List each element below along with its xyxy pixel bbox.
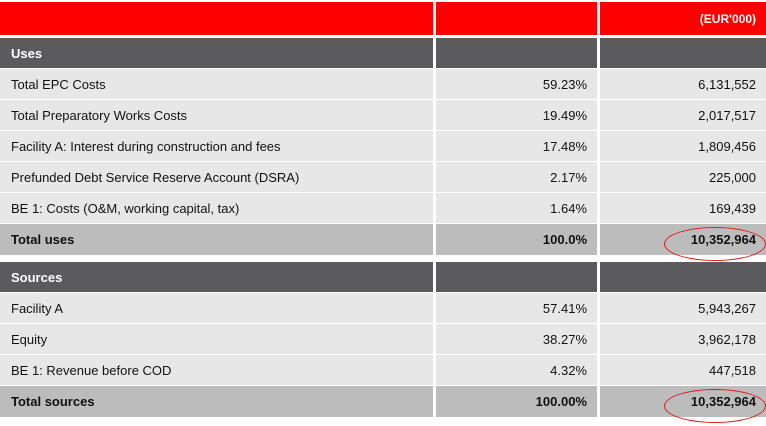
row-value: 447,518 <box>600 355 766 386</box>
total-pct: 100.00% <box>436 386 597 417</box>
row-pct: 1.64% <box>436 193 597 224</box>
row-label: Total EPC Costs <box>0 69 433 100</box>
uses-section-header: Uses <box>0 38 766 68</box>
row-value: 3,962,178 <box>600 324 766 355</box>
row-value: 5,943,267 <box>600 293 766 324</box>
row-pct: 17.48% <box>436 131 597 162</box>
row-pct: 38.27% <box>436 324 597 355</box>
table-row: BE 1: Revenue before COD 4.32% 447,518 <box>0 355 766 386</box>
row-pct: 4.32% <box>436 355 597 386</box>
row-pct: 19.49% <box>436 100 597 131</box>
sources-section-header: Sources <box>0 262 766 292</box>
row-label: Total Preparatory Works Costs <box>0 100 433 131</box>
table-row: Total Preparatory Works Costs 19.49% 2,0… <box>0 100 766 131</box>
table-row: Facility A: Interest during construction… <box>0 131 766 162</box>
total-label: Total uses <box>0 224 433 255</box>
header-cell-currency: (EUR'000) <box>600 2 766 35</box>
total-uses-row: Total uses 100.0% 10,352,964 <box>0 224 766 255</box>
row-label: Equity <box>0 324 433 355</box>
total-sources-row: Total sources 100.00% 10,352,964 <box>0 386 766 417</box>
table-row: Equity 38.27% 3,962,178 <box>0 324 766 355</box>
total-pct: 100.0% <box>436 224 597 255</box>
row-value: 6,131,552 <box>600 69 766 100</box>
row-pct: 2.17% <box>436 162 597 193</box>
row-label: BE 1: Revenue before COD <box>0 355 433 386</box>
row-value: 169,439 <box>600 193 766 224</box>
table-header: (EUR'000) <box>0 2 766 35</box>
row-value: 1,809,456 <box>600 131 766 162</box>
section-title: Uses <box>0 38 433 68</box>
row-label: Prefunded Debt Service Reserve Account (… <box>0 162 433 193</box>
total-label: Total sources <box>0 386 433 417</box>
section-title: Sources <box>0 262 433 292</box>
row-value: 225,000 <box>600 162 766 193</box>
table-row: BE 1: Costs (O&M, working capital, tax) … <box>0 193 766 224</box>
header-cell-label <box>0 2 433 35</box>
row-label: Facility A: Interest during construction… <box>0 131 433 162</box>
row-label: BE 1: Costs (O&M, working capital, tax) <box>0 193 433 224</box>
table-row: Facility A 57.41% 5,943,267 <box>0 293 766 324</box>
row-pct: 57.41% <box>436 293 597 324</box>
row-value: 2,017,517 <box>600 100 766 131</box>
table-row: Total EPC Costs 59.23% 6,131,552 <box>0 69 766 100</box>
header-cell-pct <box>436 2 597 35</box>
row-pct: 59.23% <box>436 69 597 100</box>
table-row: Prefunded Debt Service Reserve Account (… <box>0 162 766 193</box>
row-label: Facility A <box>0 293 433 324</box>
total-value: 10,352,964 <box>600 224 766 255</box>
total-value: 10,352,964 <box>600 386 766 417</box>
